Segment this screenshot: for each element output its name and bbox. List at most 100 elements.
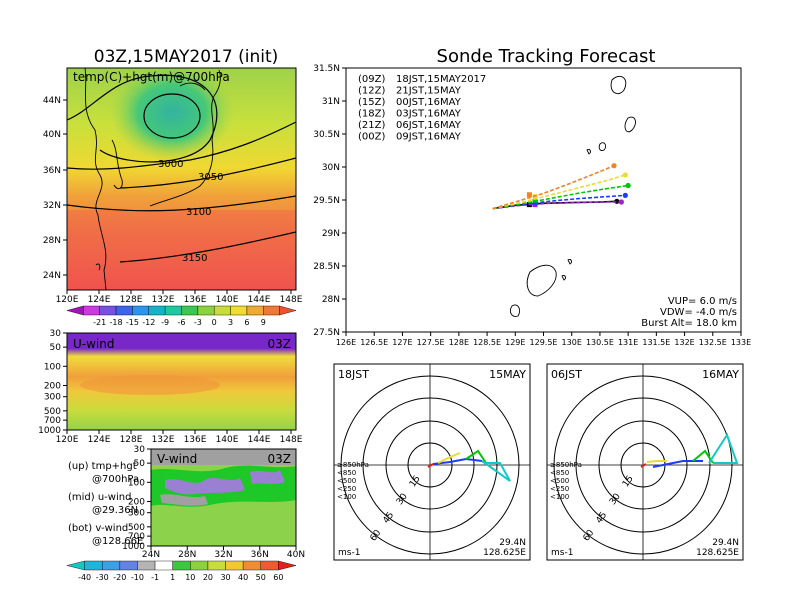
- tick-label: 140E: [216, 435, 239, 445]
- tick-label: 28N: [178, 550, 196, 560]
- tick-label: 148E: [280, 295, 303, 305]
- colorbar-label: 40: [238, 573, 248, 582]
- track-end-point: [622, 192, 628, 198]
- v-lat-ticks: 24N 28N 32N 36N 40N: [142, 546, 305, 560]
- legend-code: (15Z): [358, 97, 385, 108]
- tick-label: 132E: [674, 338, 694, 347]
- tick-label: 148E: [280, 435, 303, 445]
- hodograph-trace: [427, 463, 434, 468]
- colorbar-label: -9: [161, 318, 169, 327]
- track-lat-ticks: 31.5N 31N 30.5N 30N 29.5N 29N 28.5N 28N 27.5N: [313, 64, 346, 338]
- colorbar-label: -15: [126, 318, 139, 327]
- track-lon-ticks: 126E 126.5E 127E 127.5E 128E 128.5E 129E 129.5E…: [336, 332, 751, 347]
- hodograph-level: <250: [337, 485, 356, 493]
- tick-label: 144E: [248, 295, 271, 305]
- colorbar-label: 9: [261, 318, 266, 327]
- tick-label: 129.5E: [530, 338, 558, 347]
- info-vdw: VDW= -4.0 m/s: [660, 307, 737, 318]
- colorbar-label: 20: [203, 573, 213, 582]
- tick-label: 30: [134, 445, 146, 455]
- tick-label: 127E: [392, 338, 412, 347]
- tick-label: 120E: [56, 295, 79, 305]
- panel-notes: (up) tmp+hgt @700hPa (mid) u-wind @29.36…: [68, 461, 143, 547]
- colorbar-swatch: [164, 305, 182, 316]
- colorbar-swatch: [190, 560, 209, 571]
- hodograph-trace: [640, 463, 647, 468]
- colorbar-label: 3: [228, 318, 233, 327]
- colorbar-label: 6: [244, 318, 249, 327]
- tick-label: 24N: [142, 550, 160, 560]
- tick-label: 40N: [287, 550, 305, 560]
- hodograph-level: <500: [550, 477, 569, 485]
- hodograph-pos1: 29.4N: [712, 538, 739, 548]
- tick-label: 131.5E: [642, 338, 670, 347]
- tick-label: 30.5N: [313, 130, 340, 140]
- colorbar-swatch: [225, 560, 244, 571]
- info-vup: VUP= 6.0 m/s: [668, 296, 737, 307]
- tick-label: 1000: [38, 426, 61, 436]
- tick-label: 50: [134, 459, 146, 469]
- tick-label: 200: [128, 497, 145, 507]
- colorbar-swatch: [115, 305, 133, 316]
- v-wind-time: 03Z: [268, 452, 292, 466]
- hodograph-label-right: 16MAY: [702, 368, 739, 381]
- colorbar-label: -10: [131, 573, 144, 582]
- colorbar-swatch: [230, 305, 248, 316]
- track-end-point: [611, 163, 617, 169]
- hodograph-pos2: 128.625E: [696, 548, 739, 558]
- colorbar-swatch: [84, 560, 103, 571]
- tick-label: 130.5E: [586, 338, 614, 347]
- tick-label: 44N: [43, 96, 61, 106]
- map-lat-ticks: 44N 40N 36N 32N 28N 24N: [43, 96, 67, 281]
- hodograph-trace: [432, 457, 483, 465]
- tick-label: 140E: [216, 295, 239, 305]
- tick-label: 130E: [562, 338, 582, 347]
- colorbar-label: -21: [93, 318, 106, 327]
- tick-label: 36N: [251, 550, 269, 560]
- track-burst-marker: [532, 197, 538, 203]
- colorbar-label: -12: [142, 318, 155, 327]
- track-end-point: [622, 172, 628, 178]
- legend-code: (00Z): [358, 132, 385, 143]
- hodograph-trace: [708, 432, 739, 464]
- colorbar-swatch: [197, 305, 215, 316]
- tick-label: 132E: [152, 435, 175, 445]
- colorbar-label: -30: [96, 573, 109, 582]
- tick-label: 133E: [731, 338, 751, 347]
- hodograph-label-right: 15MAY: [489, 368, 526, 381]
- tick-label: 144E: [248, 435, 271, 445]
- hodograph-level: <250: [550, 485, 569, 493]
- tick-label: 500: [128, 523, 145, 533]
- contour-label: 3050: [198, 172, 223, 183]
- colorbar-swatch: [119, 560, 138, 571]
- tick-label: 100: [44, 362, 61, 372]
- legend-text: 09JST,16MAY: [396, 132, 462, 143]
- map-panel: temp(C)+hgt(m)@700hPa 3000 3050 3100 315…: [43, 67, 303, 305]
- left-title: 03Z,15MAY2017 (init): [94, 47, 279, 67]
- v-wind-label: V-wind: [157, 452, 197, 466]
- hodograph-unit: ms-1: [338, 548, 360, 558]
- hodograph-level: ≥850hPa: [337, 461, 369, 469]
- colorbar-label: 10: [185, 573, 195, 582]
- tick-label: 36N: [43, 166, 61, 176]
- tick-label: 30N: [322, 163, 340, 173]
- colorbar-label: -18: [110, 318, 123, 327]
- track-burst-marker: [526, 192, 532, 198]
- colorbar-swatch: [242, 560, 261, 571]
- hodograph-label-left: 06JST: [551, 368, 582, 381]
- legend-text: 00JST,16MAY: [396, 97, 462, 108]
- tick-label: 124E: [88, 435, 111, 445]
- tick-label: 120E: [56, 435, 79, 445]
- contour-label: 3000: [158, 159, 183, 170]
- tick-label: 32N: [214, 550, 232, 560]
- colorbar-label: -20: [113, 573, 126, 582]
- hodograph-level: <850: [337, 469, 356, 477]
- hodograph-level: ≥850hPa: [550, 461, 582, 469]
- colorbar-swatch: [260, 560, 279, 571]
- track-line: [492, 174, 626, 210]
- tick-label: 31N: [322, 97, 340, 107]
- tick-label: 32N: [43, 201, 61, 211]
- tick-label: 136E: [184, 435, 207, 445]
